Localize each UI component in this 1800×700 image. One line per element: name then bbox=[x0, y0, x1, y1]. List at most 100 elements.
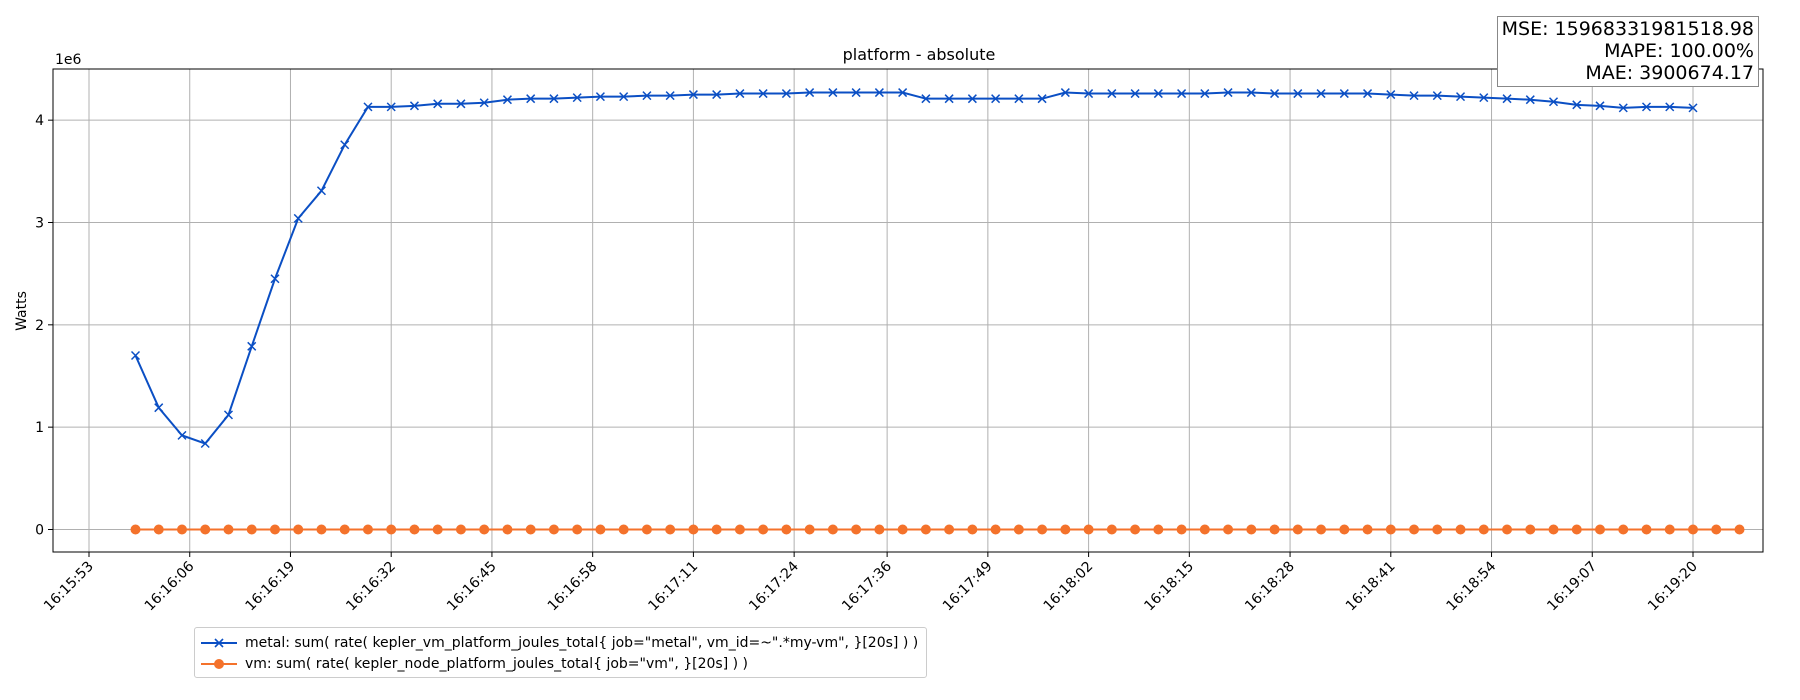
data-point bbox=[618, 524, 629, 535]
data-point bbox=[619, 92, 629, 102]
y-tick-label: 1 bbox=[35, 420, 44, 436]
data-point bbox=[130, 350, 141, 361]
y-tick-label: 2 bbox=[35, 318, 44, 334]
data-point bbox=[1618, 103, 1628, 113]
data-point bbox=[781, 89, 791, 99]
data-point bbox=[1688, 524, 1698, 535]
data-point bbox=[153, 524, 164, 535]
data-point bbox=[479, 524, 490, 535]
data-point bbox=[1641, 524, 1652, 535]
data-point bbox=[1385, 524, 1396, 535]
data-point bbox=[1246, 88, 1256, 98]
data-point bbox=[316, 524, 327, 535]
mse-text: MSE: 15968331981518.98 bbox=[1501, 18, 1754, 40]
data-point bbox=[781, 524, 792, 535]
data-point bbox=[1223, 524, 1234, 535]
data-point bbox=[1106, 524, 1117, 535]
data-point bbox=[1711, 524, 1722, 535]
data-point bbox=[898, 88, 908, 98]
data-point bbox=[1153, 89, 1163, 99]
data-point bbox=[293, 524, 304, 535]
data-point bbox=[269, 524, 280, 535]
data-point bbox=[1084, 89, 1094, 99]
data-point bbox=[1525, 95, 1535, 105]
data-point bbox=[1362, 524, 1373, 535]
data-point bbox=[1037, 94, 1047, 104]
data-point bbox=[1153, 524, 1164, 535]
data-point bbox=[944, 524, 955, 535]
data-point bbox=[1548, 97, 1559, 107]
data-point bbox=[827, 524, 838, 535]
data-point bbox=[1292, 524, 1303, 535]
series-0 bbox=[130, 88, 1698, 449]
x-tick-label: 16:18:41 bbox=[1343, 559, 1399, 615]
data-point bbox=[362, 524, 373, 535]
data-point bbox=[1037, 524, 1048, 535]
data-point bbox=[479, 98, 489, 108]
data-point bbox=[1014, 94, 1024, 104]
data-point bbox=[1013, 524, 1024, 535]
data-point bbox=[455, 524, 466, 535]
data-point bbox=[1316, 524, 1327, 535]
data-point bbox=[990, 524, 1001, 535]
data-point bbox=[176, 524, 187, 535]
data-point bbox=[1386, 90, 1396, 100]
data-point bbox=[1432, 524, 1443, 535]
data-point bbox=[1502, 94, 1512, 104]
data-point bbox=[223, 410, 234, 420]
data-point bbox=[339, 524, 350, 535]
data-point bbox=[1293, 89, 1303, 99]
x-tick-label: 16:18:28 bbox=[1242, 559, 1298, 615]
data-point bbox=[1200, 89, 1210, 99]
data-point bbox=[247, 341, 257, 351]
plot-area bbox=[53, 69, 1763, 552]
y-tick-label: 4 bbox=[35, 113, 44, 129]
legend-label-vm: vm: sum( rate( kepler_node_platform_joul… bbox=[245, 655, 748, 672]
data-point bbox=[1060, 524, 1071, 535]
y-axis-label: Watts bbox=[14, 291, 30, 331]
series-line bbox=[134, 91, 1694, 445]
data-point bbox=[1455, 524, 1466, 535]
data-point bbox=[712, 90, 722, 100]
x-tick-label: 16:16:45 bbox=[444, 559, 500, 615]
data-point bbox=[1479, 93, 1489, 103]
data-point bbox=[874, 524, 885, 535]
data-point bbox=[270, 274, 280, 284]
x-tick-label: 16:17:11 bbox=[645, 559, 701, 615]
data-point bbox=[921, 94, 931, 104]
data-point bbox=[1456, 92, 1466, 102]
x-tick-label: 16:16:06 bbox=[142, 558, 198, 614]
data-point bbox=[1688, 103, 1698, 113]
plot-frame bbox=[52, 68, 1764, 553]
data-point bbox=[944, 94, 954, 104]
data-point bbox=[1246, 524, 1257, 535]
data-point bbox=[548, 524, 559, 535]
chart-title: platform - absolute bbox=[843, 45, 996, 64]
data-point bbox=[200, 524, 211, 535]
data-point bbox=[525, 524, 536, 535]
y-tick-label: 0 bbox=[35, 522, 44, 538]
data-point bbox=[1363, 89, 1373, 99]
data-point bbox=[316, 186, 326, 196]
data-point bbox=[363, 102, 373, 112]
data-point bbox=[1270, 89, 1280, 99]
data-point bbox=[688, 90, 698, 100]
legend-label-metal: metal: sum( rate( kepler_vm_platform_jou… bbox=[245, 634, 919, 651]
x-axis: 16:15:53 16:16:06 16:16:19 16:16:32 16:16:45… bbox=[41, 552, 1701, 614]
data-point bbox=[1199, 524, 1210, 535]
x-tick-label: 16:17:36 bbox=[839, 558, 895, 614]
data-point bbox=[1223, 88, 1233, 98]
data-point bbox=[572, 524, 583, 535]
data-point bbox=[1595, 524, 1606, 535]
data-point bbox=[572, 93, 582, 103]
data-point bbox=[641, 524, 652, 535]
data-point bbox=[340, 140, 350, 150]
x-tick-label: 16:18:54 bbox=[1444, 558, 1500, 614]
data-point bbox=[177, 430, 187, 440]
data-point bbox=[502, 524, 513, 535]
legend-item-vm: vm: sum( rate( kepler_node_platform_joul… bbox=[201, 653, 918, 674]
legend-item-metal: metal: sum( rate( kepler_vm_platform_jou… bbox=[201, 632, 918, 653]
data-point bbox=[456, 99, 466, 109]
x-tick-label: 16:18:15 bbox=[1141, 559, 1197, 615]
data-point bbox=[200, 438, 210, 449]
